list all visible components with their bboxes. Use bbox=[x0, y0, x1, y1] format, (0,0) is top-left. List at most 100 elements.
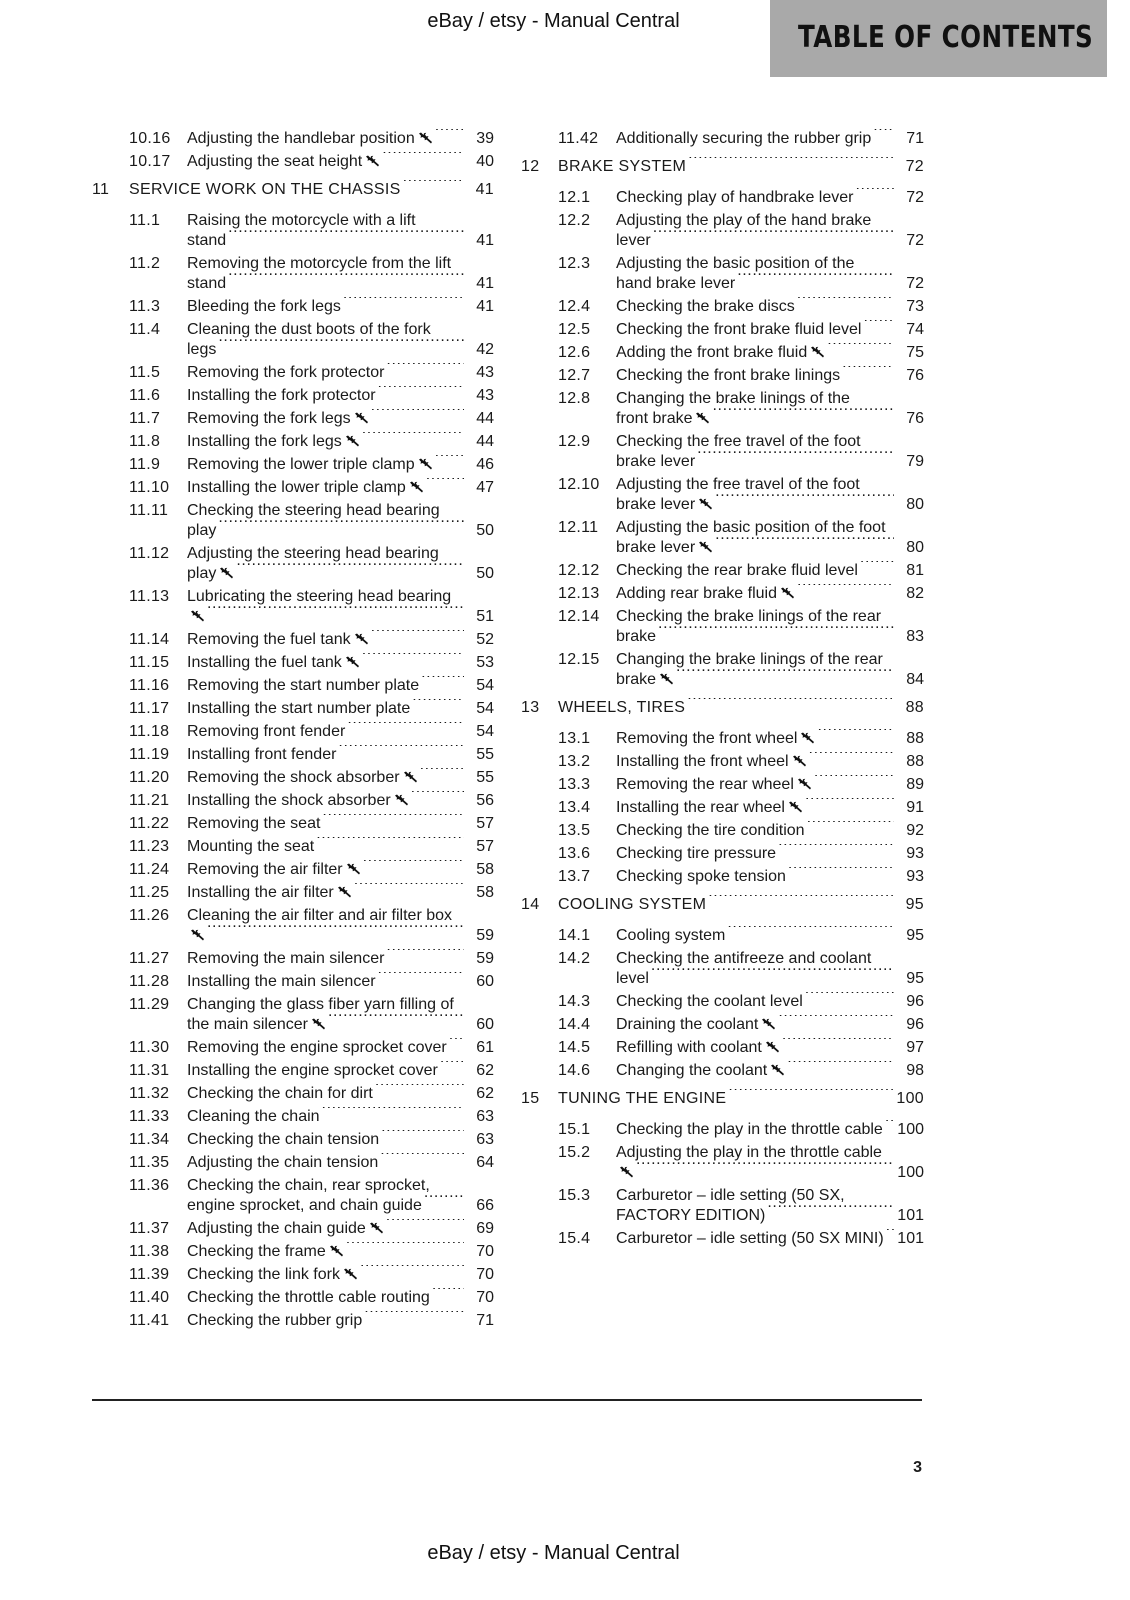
toc-entry[interactable]: 11.42 Additionally securing the rubber gr… bbox=[521, 129, 924, 149]
entry-body: Installing the front wheel bbox=[616, 752, 894, 772]
toc-entry[interactable]: 10.17 Adjusting the seat height 40 bbox=[92, 152, 494, 172]
toc-entry[interactable]: 11.21 Installing the shock absorber 56 bbox=[92, 791, 494, 811]
toc-entry[interactable]: 12.15 Changing the brake linings of the r… bbox=[521, 650, 924, 690]
toc-entry[interactable]: 11.33 Cleaning the chain 63 bbox=[92, 1107, 494, 1127]
entry-body: Checking the tire condition bbox=[616, 821, 894, 841]
toc-entry[interactable]: 10.16 Adjusting the handlebar position 39 bbox=[92, 129, 494, 149]
toc-entry[interactable]: 11.40 Checking the throttle cable routing… bbox=[92, 1288, 494, 1308]
toc-entry[interactable]: 15.4 Carburetor – idle setting (50 SX MIN… bbox=[521, 1229, 924, 1249]
toc-entry[interactable]: 11.9 Removing the lower triple clamp 46 bbox=[92, 455, 494, 475]
wrench-icon bbox=[788, 799, 803, 813]
toc-entry[interactable]: 11.35 Adjusting the chain tension 64 bbox=[92, 1153, 494, 1173]
toc-chapter[interactable]: 11 SERVICE WORK ON THE CHASSIS 41 bbox=[92, 180, 494, 200]
entry-page: 98 bbox=[906, 1062, 924, 1079]
toc-entry[interactable]: 13.5 Checking the tire condition 92 bbox=[521, 821, 924, 841]
toc-entry[interactable]: 12.4 Checking the brake discs 73 bbox=[521, 297, 924, 317]
toc-entry[interactable]: 11.18 Removing front fender 54 bbox=[92, 722, 494, 742]
toc-entry[interactable]: 11.27 Removing the main silencer 59 bbox=[92, 949, 494, 969]
toc-entry[interactable]: 12.9 Checking the free travel of the foot… bbox=[521, 432, 924, 472]
toc-entry[interactable]: 11.34 Checking the chain tension 63 bbox=[92, 1130, 494, 1150]
toc-entry[interactable]: 11.1 Raising the motorcycle with a lift s… bbox=[92, 211, 494, 251]
entry-title: SERVICE WORK ON THE CHASSIS bbox=[129, 181, 401, 198]
toc-chapter[interactable]: 13 WHEELS, TIRES 88 bbox=[521, 698, 924, 718]
toc-chapter[interactable]: 15 TUNING THE ENGINE 100 bbox=[521, 1089, 924, 1109]
toc-entry[interactable]: 13.3 Removing the rear wheel 89 bbox=[521, 775, 924, 795]
wrench-icon bbox=[698, 496, 713, 510]
toc-entry[interactable]: 13.1 Removing the front wheel 88 bbox=[521, 729, 924, 749]
entry-title: Installing the fuel tank bbox=[187, 654, 342, 671]
toc-entry[interactable]: 11.8 Installing the fork legs 44 bbox=[92, 432, 494, 452]
toc-chapter[interactable]: 14 COOLING SYSTEM 95 bbox=[521, 895, 924, 915]
toc-entry[interactable]: 12.11 Adjusting the basic position of the… bbox=[521, 518, 924, 558]
toc-entry[interactable]: 12.2 Adjusting the play of the hand brake… bbox=[521, 211, 924, 251]
toc-entry[interactable]: 12.5 Checking the front brake fluid level… bbox=[521, 320, 924, 340]
toc-entry[interactable]: 14.5 Refilling with coolant 97 bbox=[521, 1038, 924, 1058]
entry-page: 59 bbox=[476, 950, 494, 967]
toc-entry[interactable]: 11.38 Checking the frame 70 bbox=[92, 1242, 494, 1262]
toc-entry[interactable]: 14.1 Cooling system 95 bbox=[521, 926, 924, 946]
toc-entry[interactable]: 11.7 Removing the fork legs 44 bbox=[92, 409, 494, 429]
toc-entry[interactable]: 11.39 Checking the link fork 70 bbox=[92, 1265, 494, 1285]
toc-entry[interactable]: 11.26 Cleaning the air filter and air fil… bbox=[92, 906, 494, 946]
toc-entry[interactable]: 11.32 Checking the chain for dirt 62 bbox=[92, 1084, 494, 1104]
toc-entry[interactable]: 11.31 Installing the engine sprocket cove… bbox=[92, 1061, 494, 1081]
toc-entry[interactable]: 14.2 Checking the antifreeze and coolant … bbox=[521, 949, 924, 989]
entry-page: 71 bbox=[906, 130, 924, 147]
toc-entry[interactable]: 11.41 Checking the rubber grip 71 bbox=[92, 1311, 494, 1331]
entry-page: 42 bbox=[476, 341, 494, 358]
toc-entry[interactable]: 11.16 Removing the start number plate 54 bbox=[92, 676, 494, 696]
toc-entry[interactable]: 14.4 Draining the coolant 96 bbox=[521, 1015, 924, 1035]
entry-page: 80 bbox=[906, 496, 924, 513]
entry-title: Installing the start number plate bbox=[187, 700, 411, 717]
toc-entry[interactable]: 11.14 Removing the fuel tank 52 bbox=[92, 630, 494, 650]
entry-page: 46 bbox=[476, 456, 494, 473]
toc-chapter[interactable]: 12 BRAKE SYSTEM 72 bbox=[521, 157, 924, 177]
toc-entry[interactable]: 12.10 Adjusting the free travel of the fo… bbox=[521, 475, 924, 515]
toc-entry[interactable]: 15.2 Adjusting the play in the throttle c… bbox=[521, 1143, 924, 1183]
toc-entry[interactable]: 11.13 Lubricating the steering head beari… bbox=[92, 587, 494, 627]
toc-entry[interactable]: 13.6 Checking tire pressure 93 bbox=[521, 844, 924, 864]
entry-body: Checking play of handbrake lever bbox=[616, 188, 894, 208]
entry-number: 11.41 bbox=[129, 1312, 170, 1329]
toc-entry[interactable]: 14.6 Changing the coolant 98 bbox=[521, 1061, 924, 1081]
toc-entry[interactable]: 11.4 Cleaning the dust boots of the fork … bbox=[92, 320, 494, 360]
toc-entry[interactable]: 12.1 Checking play of handbrake lever 72 bbox=[521, 188, 924, 208]
toc-entry[interactable]: 11.24 Removing the air filter 58 bbox=[92, 860, 494, 880]
toc-entry[interactable]: 12.13 Adding rear brake fluid 82 bbox=[521, 584, 924, 604]
toc-entry[interactable]: 13.4 Installing the rear wheel 91 bbox=[521, 798, 924, 818]
toc-entry[interactable]: 11.15 Installing the fuel tank 53 bbox=[92, 653, 494, 673]
toc-entry[interactable]: 15.1 Checking the play in the throttle ca… bbox=[521, 1120, 924, 1140]
entry-title: Cleaning the chain bbox=[187, 1108, 320, 1125]
toc-entry[interactable]: 11.5 Removing the fork protector 43 bbox=[92, 363, 494, 383]
toc-entry[interactable]: 11.30 Removing the engine sprocket cover 6… bbox=[92, 1038, 494, 1058]
entry-page: 63 bbox=[476, 1131, 494, 1148]
toc-entry[interactable]: 12.7 Checking the front brake linings 76 bbox=[521, 366, 924, 386]
toc-entry[interactable]: 15.3 Carburetor – idle setting (50 SX, FA… bbox=[521, 1186, 924, 1226]
toc-entry[interactable]: 12.8 Changing the brake linings of the fr… bbox=[521, 389, 924, 429]
entry-page: 54 bbox=[476, 677, 494, 694]
toc-entry[interactable]: 11.17 Installing the start number plate 54 bbox=[92, 699, 494, 719]
toc-entry[interactable]: 14.3 Checking the coolant level 96 bbox=[521, 992, 924, 1012]
toc-entry[interactable]: 12.6 Adding the front brake fluid 75 bbox=[521, 343, 924, 363]
toc-entry[interactable]: 11.25 Installing the air filter 58 bbox=[92, 883, 494, 903]
toc-entry[interactable]: 11.37 Adjusting the chain guide 69 bbox=[92, 1219, 494, 1239]
toc-entry[interactable]: 11.6 Installing the fork protector 43 bbox=[92, 386, 494, 406]
toc-entry[interactable]: 12.12 Checking the rear brake fluid level… bbox=[521, 561, 924, 581]
toc-entry[interactable]: 11.29 Changing the glass fiber yarn filli… bbox=[92, 995, 494, 1035]
toc-entry[interactable]: 11.2 Removing the motorcycle from the lif… bbox=[92, 254, 494, 294]
toc-entry[interactable]: 13.7 Checking spoke tension 93 bbox=[521, 867, 924, 887]
toc-entry[interactable]: 11.23 Mounting the seat 57 bbox=[92, 837, 494, 857]
toc-entry[interactable]: 11.11 Checking the steering head bearing … bbox=[92, 501, 494, 541]
entry-body: Changing the brake linings of the rear b… bbox=[616, 650, 894, 690]
toc-entry[interactable]: 11.3 Bleeding the fork legs 41 bbox=[92, 297, 494, 317]
toc-entry[interactable]: 11.36 Checking the chain, rear sprocket, … bbox=[92, 1176, 494, 1216]
toc-entry[interactable]: 11.12 Adjusting the steering head bearing… bbox=[92, 544, 494, 584]
toc-entry[interactable]: 11.22 Removing the seat 57 bbox=[92, 814, 494, 834]
toc-entry[interactable]: 11.19 Installing front fender 55 bbox=[92, 745, 494, 765]
toc-entry[interactable]: 12.3 Adjusting the basic position of the … bbox=[521, 254, 924, 294]
toc-entry[interactable]: 11.20 Removing the shock absorber 55 bbox=[92, 768, 494, 788]
toc-entry[interactable]: 12.14 Checking the brake linings of the r… bbox=[521, 607, 924, 647]
toc-entry[interactable]: 11.28 Installing the main silencer 60 bbox=[92, 972, 494, 992]
toc-entry[interactable]: 13.2 Installing the front wheel 88 bbox=[521, 752, 924, 772]
toc-entry[interactable]: 11.10 Installing the lower triple clamp 47 bbox=[92, 478, 494, 498]
